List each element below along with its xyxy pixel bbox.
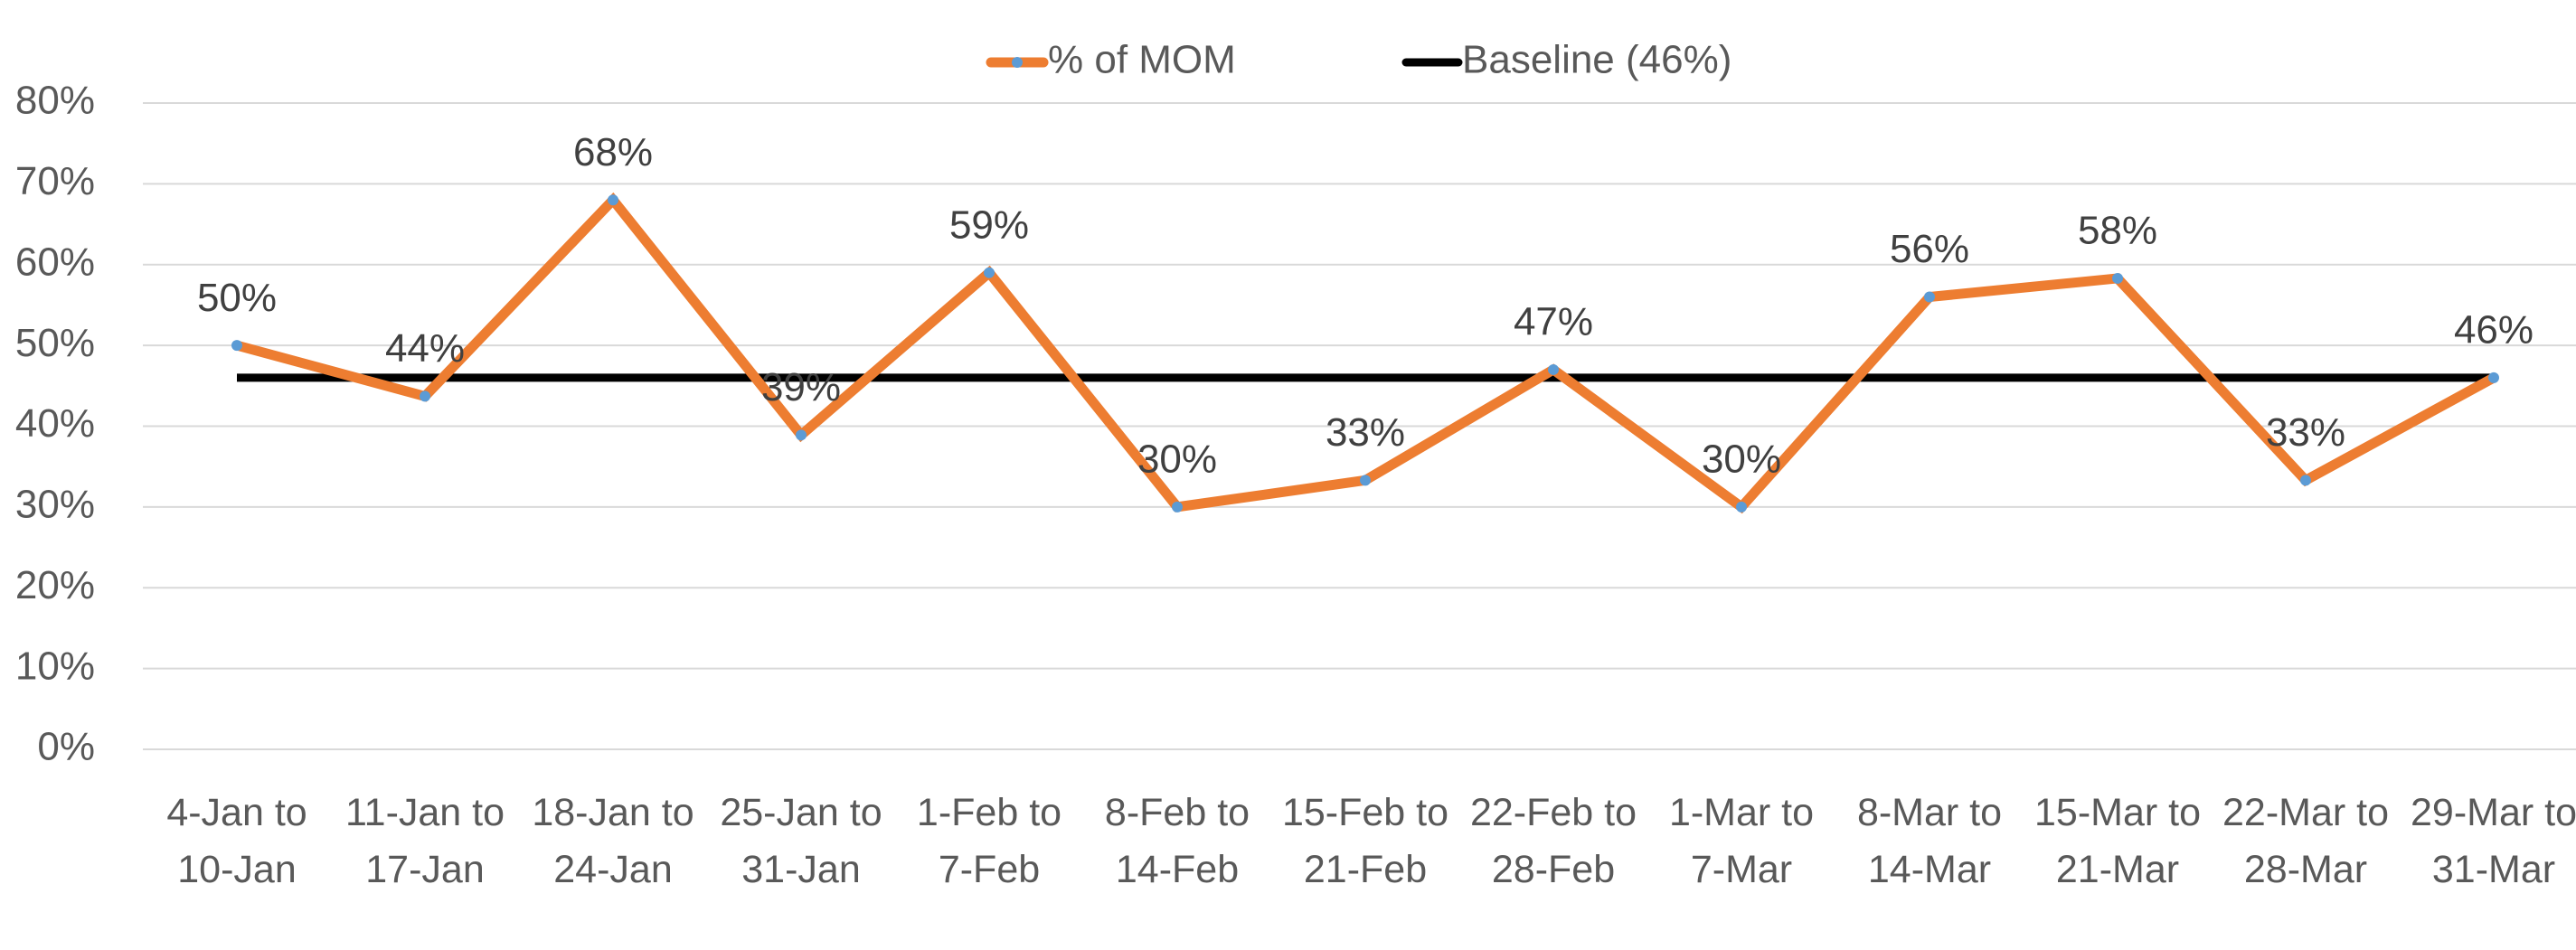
- data-point: [608, 194, 618, 206]
- x-tick-label: 22-Feb to 28-Feb: [1469, 791, 1637, 891]
- legend-label: Baseline (46%): [1462, 38, 1731, 82]
- x-tick-label: 1-Mar to 7-Mar: [1668, 791, 1815, 891]
- x-tick-label: 18-Jan to 24-Jan: [532, 791, 694, 891]
- data-label: 47%: [1514, 300, 1593, 344]
- y-tick-label: 20%: [15, 563, 95, 607]
- y-tick-label: 30%: [15, 483, 95, 527]
- y-tick-label: 40%: [15, 401, 95, 446]
- x-tick-label: 15-Mar to 21-Mar: [2033, 791, 2201, 891]
- data-label: 68%: [573, 130, 653, 174]
- data-point: [1360, 475, 1371, 486]
- data-label: 39%: [761, 365, 841, 409]
- y-tick-label: 10%: [15, 644, 95, 688]
- data-label: 56%: [1890, 227, 1969, 271]
- data-label: 30%: [1702, 437, 1781, 482]
- data-point: [984, 267, 995, 278]
- x-tick-label: 29-Mar to 31-Mar: [2410, 791, 2576, 891]
- data-point: [420, 390, 430, 402]
- data-point: [2300, 475, 2311, 486]
- y-tick-label: 0%: [37, 725, 95, 769]
- x-tick-label: 1-Feb to 7-Feb: [916, 791, 1062, 891]
- legend-marker: [1012, 57, 1023, 68]
- x-tick-label: 11-Jan to 17-Jan: [344, 791, 505, 891]
- x-tick-label: 8-Feb to 14-Feb: [1104, 791, 1250, 891]
- data-point: [231, 340, 242, 352]
- data-label: 33%: [1326, 410, 1405, 455]
- data-label: 44%: [385, 326, 465, 371]
- data-point: [1548, 363, 1559, 375]
- data-label: 30%: [1137, 437, 1217, 482]
- data-point: [1736, 501, 1747, 513]
- data-label: 50%: [197, 276, 277, 320]
- data-label: 59%: [949, 202, 1029, 247]
- x-tick-label: 25-Jan to 31-Jan: [720, 791, 882, 891]
- x-tick-label: 15-Feb to 21-Feb: [1281, 791, 1449, 891]
- y-tick-label: 80%: [15, 79, 95, 123]
- x-tick-label: 22-Mar to 28-Mar: [2222, 791, 2389, 891]
- x-tick-label: 8-Mar to 14-Mar: [1856, 791, 2003, 891]
- data-point: [1924, 291, 1935, 303]
- data-label: 58%: [2078, 209, 2157, 253]
- data-point: [2488, 372, 2499, 383]
- y-tick-label: 70%: [15, 159, 95, 203]
- y-tick-label: 50%: [15, 321, 95, 365]
- x-tick-label: 4-Jan to 10-Jan: [166, 791, 307, 891]
- data-point: [796, 429, 807, 441]
- data-point: [2112, 272, 2123, 284]
- data-label: 46%: [2454, 308, 2534, 353]
- data-point: [1172, 501, 1183, 513]
- data-label: 33%: [2266, 410, 2345, 455]
- y-tick-label: 60%: [15, 240, 95, 284]
- legend-label: % of MOM: [1048, 38, 1236, 82]
